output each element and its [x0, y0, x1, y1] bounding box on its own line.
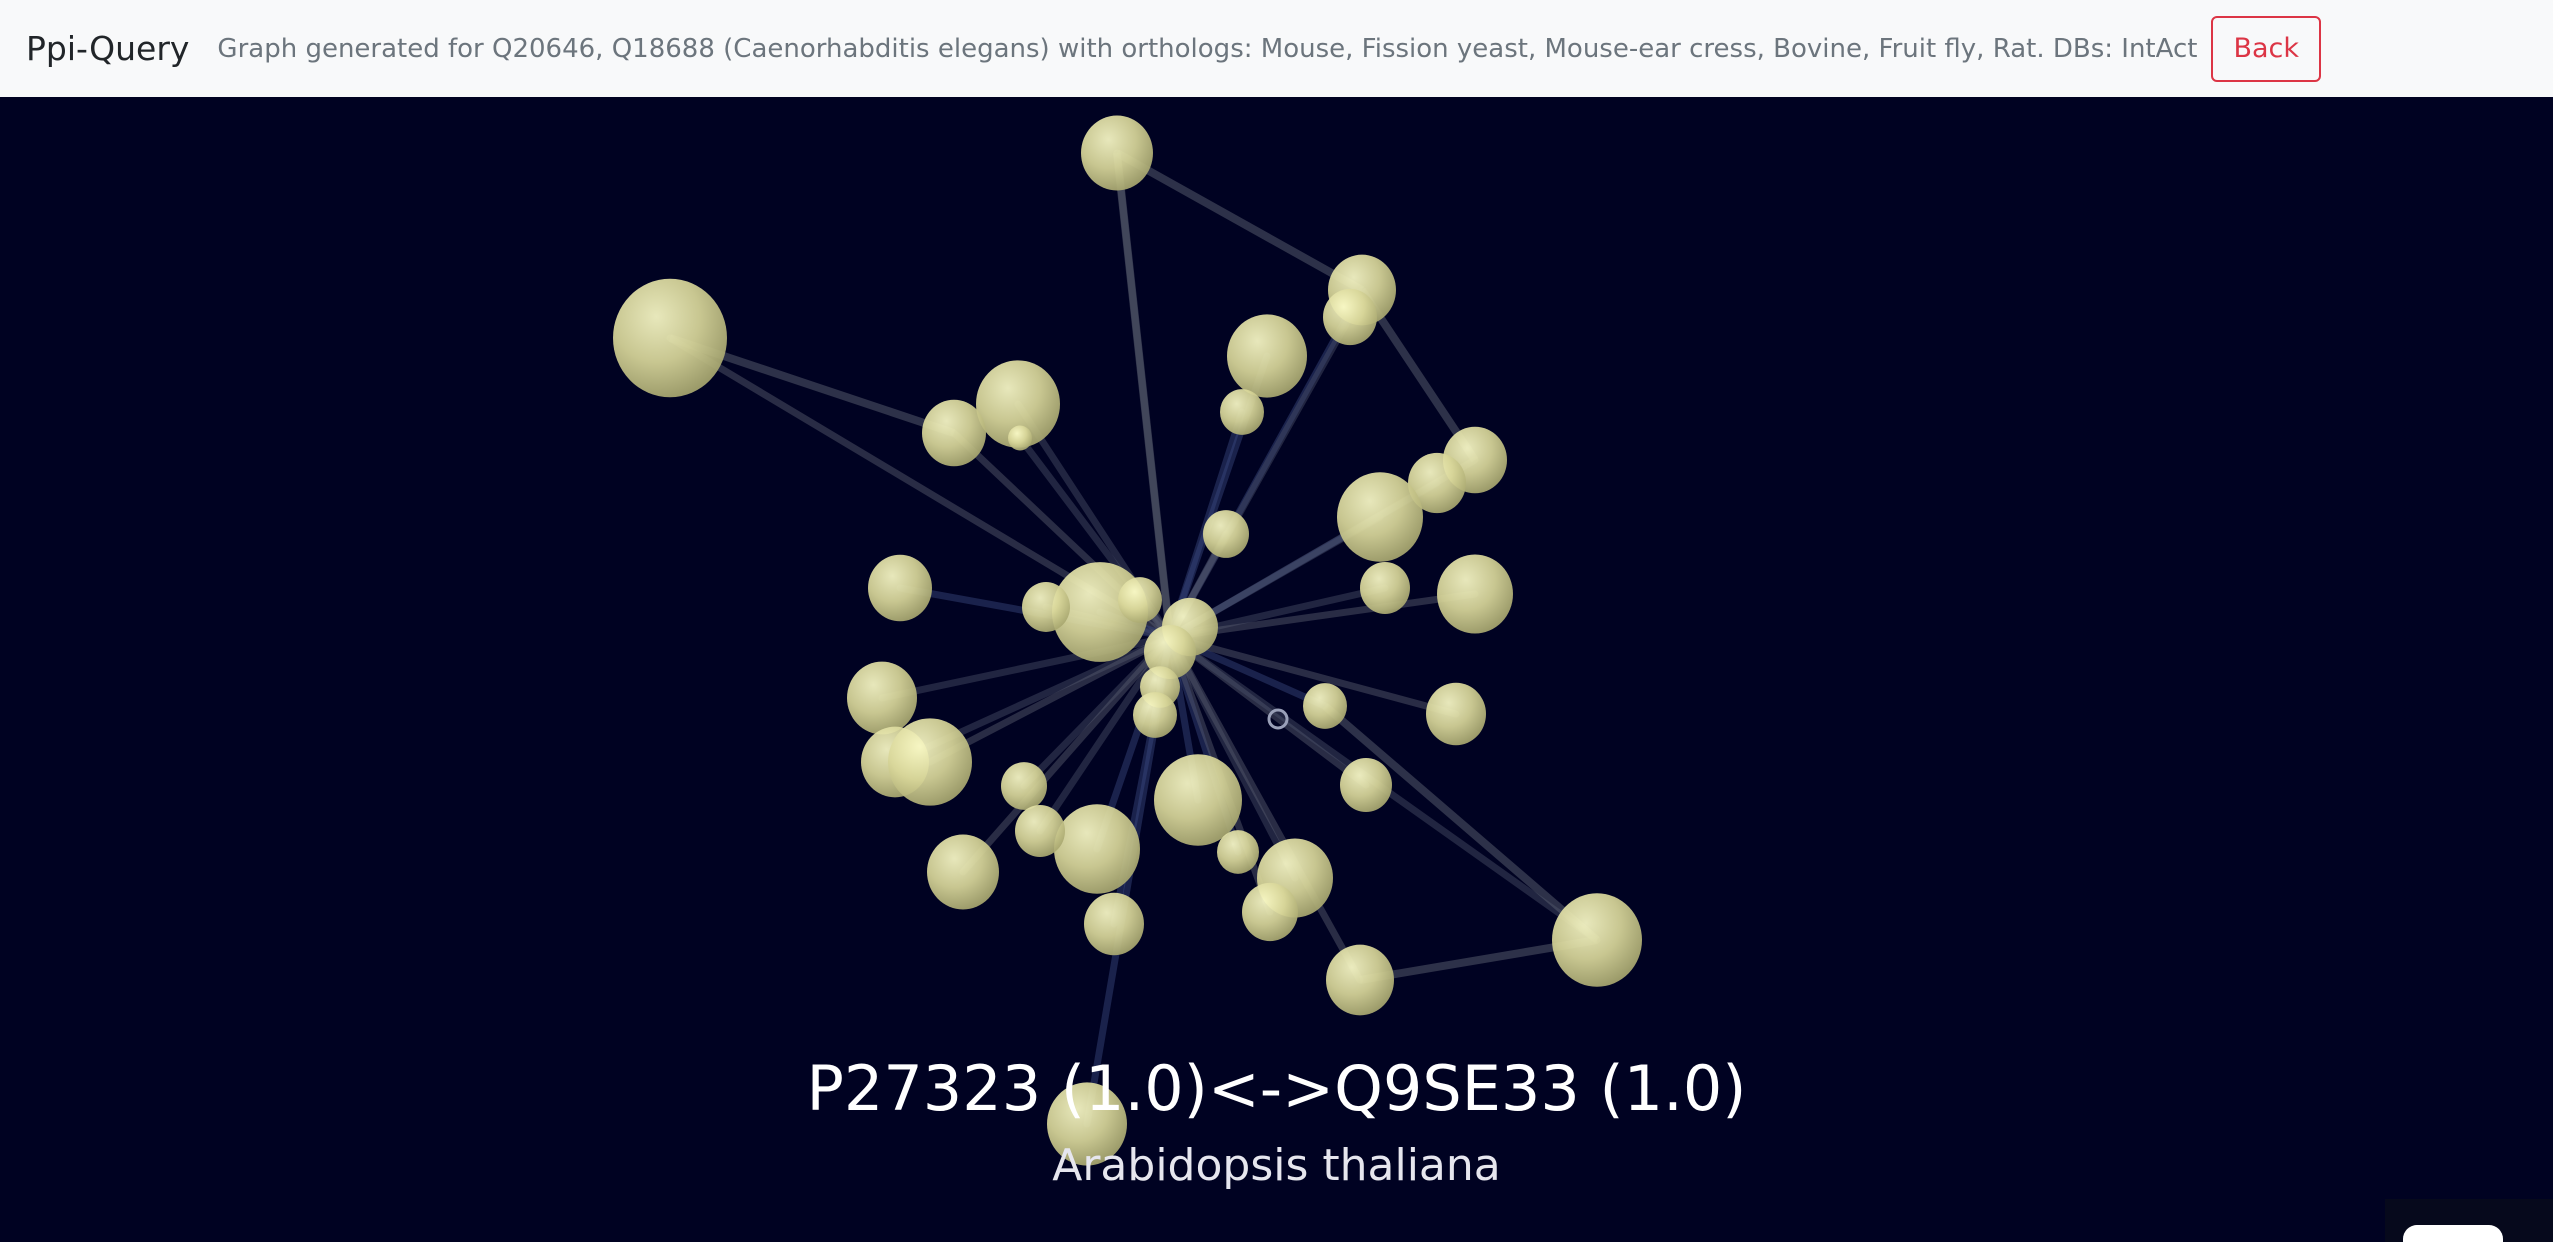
graph-link	[1166, 633, 1364, 984]
graph-node[interactable]	[1437, 554, 1513, 634]
graph-node[interactable]	[927, 834, 999, 910]
app-brand[interactable]: Ppi-Query	[26, 29, 190, 68]
graph-node[interactable]	[1144, 624, 1196, 680]
graph-node[interactable]	[1133, 692, 1177, 738]
navbar: Ppi-Query Graph generated for Q20646, Q1…	[0, 0, 2553, 97]
graph-link	[926, 633, 1174, 766]
graph-link	[1166, 633, 1299, 882]
graph-link	[1166, 590, 1479, 641]
pointer-cursor	[1267, 708, 1289, 730]
graph-description: Graph generated for Q20646, Q18688 (Caen…	[217, 33, 2198, 64]
graph-node[interactable]	[1220, 389, 1264, 435]
graph-node[interactable]	[1227, 314, 1307, 398]
graph-node[interactable]	[1001, 762, 1047, 810]
graph-link	[1166, 313, 1354, 641]
graph-node[interactable]	[976, 360, 1060, 448]
graph-link	[1322, 702, 1600, 944]
graph-link	[1115, 149, 1364, 294]
graph-node[interactable]	[1084, 892, 1144, 956]
graph-node[interactable]	[1217, 830, 1259, 874]
graph-canvas[interactable]: P27323 (1.0)<->Q9SE33 (1.0) Arabidopsis …	[0, 97, 2553, 1242]
graph-nodes	[613, 115, 1642, 1166]
graph-node[interactable]	[1242, 882, 1298, 942]
graph-node[interactable]	[1408, 452, 1466, 514]
graph-node[interactable]	[1154, 754, 1242, 846]
graph-node[interactable]	[613, 278, 727, 398]
graph-svg[interactable]	[0, 97, 2553, 1242]
graph-link	[1166, 286, 1366, 641]
graph-node[interactable]	[868, 554, 932, 622]
graph-node[interactable]	[1426, 682, 1486, 746]
graph-node[interactable]	[1340, 757, 1392, 813]
vr-toggle-icon[interactable]	[2403, 1225, 2503, 1242]
graph-node[interactable]	[1081, 115, 1153, 191]
graph-link	[1166, 633, 1370, 789]
graph-link	[1020, 633, 1174, 790]
back-button[interactable]: Back	[2211, 15, 2322, 82]
graph-link	[1166, 633, 1460, 718]
graph-node[interactable]	[1303, 683, 1347, 729]
graph-node[interactable]	[1008, 425, 1032, 451]
graph-link	[1113, 152, 1174, 638]
graph-node[interactable]	[1326, 944, 1394, 1016]
graph-node[interactable]	[1337, 472, 1423, 562]
graph-node[interactable]	[1047, 1082, 1127, 1166]
graph-node[interactable]	[1015, 805, 1065, 857]
graph-node[interactable]	[922, 399, 986, 467]
graph-link	[959, 633, 1174, 876]
graph-node[interactable]	[1203, 510, 1249, 558]
graph-link	[1036, 633, 1174, 835]
graph-node[interactable]	[1022, 582, 1070, 632]
graph-node[interactable]	[1360, 562, 1410, 614]
corner-widget[interactable]	[2385, 1199, 2553, 1242]
graph-node[interactable]	[888, 718, 972, 806]
graph-node[interactable]	[1054, 804, 1140, 894]
graph-node[interactable]	[1552, 893, 1642, 987]
graph-node[interactable]	[1118, 577, 1162, 623]
graph-node[interactable]	[1323, 288, 1377, 346]
graph-node[interactable]	[847, 661, 917, 735]
